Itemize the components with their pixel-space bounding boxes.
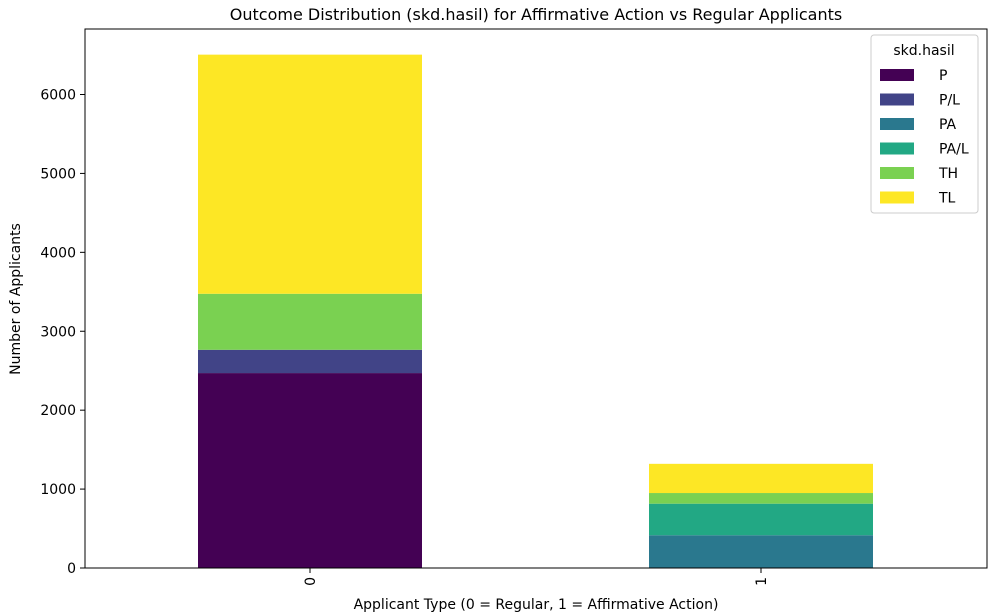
bars-group [198,54,873,568]
legend-label: P [939,68,947,84]
y-axis: 0 1000 2000 3000 4000 5000 6000 [40,88,85,577]
x-tick-label: 1 [754,577,770,586]
legend-label: TH [938,166,958,182]
y-tick-label: 2000 [40,403,76,419]
legend-swatch [880,191,914,204]
bar-segment-th-cat-1 [649,493,873,504]
legend-swatch [880,167,914,179]
legend-swatch [880,118,914,130]
bar-segment-pa-cat-1 [649,535,873,568]
legend-label: PA [939,117,957,133]
bar-segment-tl-cat-1 [649,463,873,494]
y-tick-label: 3000 [40,324,76,340]
legend-title: skd.hasil [893,43,954,59]
y-tick-label: 5000 [40,166,76,182]
legend-swatch [880,93,914,106]
x-tick-label: 0 [303,577,319,586]
bar-segment-tl-cat-0 [198,54,422,294]
y-tick-label: 4000 [40,245,76,261]
bar-segment-p-cat-0 [198,373,422,568]
y-axis-label: Number of Applicants [8,223,24,375]
y-tick-label: 0 [67,561,76,577]
legend-label: TL [938,191,956,207]
legend-label: PA/L [939,142,969,158]
chart-title: Outcome Distribution (skd.hasil) for Aff… [230,5,842,24]
legend-swatch [880,69,914,81]
x-axis-label: Applicant Type (0 = Regular, 1 = Affirma… [354,597,719,613]
legend-swatch [880,142,914,155]
y-tick-label: 6000 [40,88,76,104]
bar-segment-p-l-cat-0 [198,349,422,374]
legend: skd.hasil P P/L PA PA/L TH TL [870,34,979,214]
bar-segment-th-cat-0 [198,293,422,350]
legend-label: P/L [939,93,960,109]
y-tick-label: 1000 [40,482,76,498]
bar-segment-pa-l-cat-1 [649,503,873,536]
legend-items: P P/L PA PA/L TH TL [880,68,969,207]
plot-frame [84,28,988,569]
